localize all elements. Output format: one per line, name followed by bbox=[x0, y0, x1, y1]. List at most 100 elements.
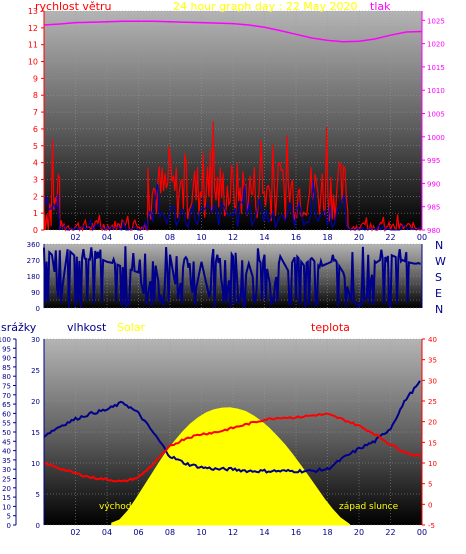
rain-axis-tick-label-7: 35 bbox=[2, 457, 11, 465]
panel1-right-tick-label-3: 995 bbox=[427, 157, 440, 165]
rain-axis-tick-label-4: 20 bbox=[2, 485, 11, 493]
rain-axis-tick-label-18: 90 bbox=[2, 355, 11, 363]
panel1-right-tick-label-7: 1015 bbox=[427, 64, 445, 72]
panel1-x-tick-label-3: 08 bbox=[165, 233, 175, 242]
panel2-marks bbox=[43, 246, 421, 309]
panel1-x-tick-label-5: 12 bbox=[228, 233, 238, 242]
panel2-left-tick-label-2: 90 bbox=[31, 289, 40, 297]
temperature-axis-tick-label-7: 30 bbox=[428, 377, 437, 385]
solar-area bbox=[111, 407, 350, 526]
rain-axis-tick-label-2: 10 bbox=[2, 503, 11, 511]
panel1-left-tick-label-3: 3 bbox=[33, 175, 38, 184]
rain-axis-tick-label-15: 75 bbox=[2, 383, 11, 391]
panel3-x-tick-label-2: 06 bbox=[133, 528, 143, 537]
rain-axis-tick-label-0: 0 bbox=[7, 522, 11, 530]
temperature-axis-tick-label-3: 10 bbox=[428, 460, 437, 468]
temperature-axis-tick-label-4: 15 bbox=[428, 439, 437, 447]
panel1-left-tick-label-10: 10 bbox=[28, 58, 38, 67]
panel1-left-tick-label-6: 6 bbox=[33, 125, 38, 134]
panel1-left-tick-label-8: 8 bbox=[33, 91, 38, 100]
temperature-axis-tick-label-0: -5 bbox=[428, 522, 435, 530]
panel1-left-tick-label-13: 13 bbox=[28, 7, 38, 16]
panel1-right-tick-label-4: 1000 bbox=[427, 134, 445, 142]
rain-axis-tick-label-5: 25 bbox=[2, 476, 11, 484]
chart-title: 24 hour graph day : 22 May 2020 bbox=[173, 0, 358, 13]
humidity-line bbox=[43, 380, 421, 474]
panel1-left-tick-label-4: 4 bbox=[33, 159, 38, 168]
panel1-marks bbox=[43, 20, 423, 233]
panel3-x-tick-label-9: 20 bbox=[354, 528, 364, 537]
panel1-x-tick-label-2: 06 bbox=[133, 233, 143, 242]
wind-gust-line bbox=[43, 180, 422, 232]
wind-direction-line bbox=[43, 246, 421, 309]
direction-label-s: S bbox=[435, 271, 442, 284]
rain-axis-tick-label-12: 60 bbox=[2, 410, 11, 418]
temperature-axis-tick-label-9: 40 bbox=[428, 336, 437, 344]
panel2-left-tick-label-6: 270 bbox=[27, 257, 40, 265]
panel1-right-tick-label-2: 990 bbox=[427, 180, 440, 188]
panel1-right-tick-label-9: 1025 bbox=[427, 17, 445, 25]
panel1-left-tick-label-0: 0 bbox=[33, 226, 38, 235]
panel1-grid bbox=[44, 10, 423, 231]
rain-axis-tick-label-8: 40 bbox=[2, 448, 11, 456]
humidity-axis-tick-label-6: 30 bbox=[31, 336, 40, 344]
panel-wind-direction: 0 90 180 270 360 N W S E N bbox=[27, 239, 446, 316]
humidity-axis-tick-label-3: 15 bbox=[31, 429, 40, 437]
pressure-line bbox=[43, 20, 423, 43]
panel1-left-tick-label-11: 11 bbox=[28, 41, 38, 50]
panel3-x-tick-label-4: 10 bbox=[196, 528, 206, 537]
panel1-left-tick-label-1: 1 bbox=[33, 209, 38, 218]
direction-label-n2: N bbox=[435, 303, 443, 316]
rain-axis-tick-label-11: 55 bbox=[2, 420, 11, 428]
humidity-axis-tick-label-0: 0 bbox=[36, 522, 40, 530]
panel2-left-tick-label-4: 180 bbox=[27, 273, 40, 281]
temperature-axis-tick-label-2: 5 bbox=[428, 481, 432, 489]
panel3-x-tick-label-6: 14 bbox=[259, 528, 269, 537]
sunrise-label: východ bbox=[99, 502, 132, 512]
rain-axis-tick-label-17: 85 bbox=[2, 364, 11, 372]
panel1-right-tick-label-5: 1005 bbox=[427, 111, 445, 119]
panel3-x-tick-label-3: 08 bbox=[165, 528, 175, 537]
panel3-axes: 0510152025303540455055606570758085909510… bbox=[0, 336, 437, 537]
panel1-left-tick-label-12: 12 bbox=[28, 24, 38, 33]
panel1-right-tick-label-1: 985 bbox=[427, 204, 440, 212]
rain-axis-tick-label-3: 15 bbox=[2, 494, 11, 502]
rain-axis-tick-label-6: 30 bbox=[2, 466, 11, 474]
panel3-x-tick-label-0: 02 bbox=[70, 528, 80, 537]
temperature-line bbox=[43, 412, 421, 483]
direction-label-e: E bbox=[435, 287, 442, 300]
panel1-axes: 0123456789101112139809859909951000100510… bbox=[28, 7, 445, 242]
rain-axis-tick-label-19: 95 bbox=[2, 345, 11, 353]
panel1-x-tick-label-11: 00 bbox=[417, 233, 427, 242]
panel1-right-tick-label-6: 1010 bbox=[427, 87, 445, 95]
pressure-label: tlak bbox=[370, 0, 391, 13]
panel2-left-tick-label-0: 0 bbox=[36, 305, 40, 313]
rain-axis-tick-label-13: 65 bbox=[2, 401, 11, 409]
panel1-left-tick-label-5: 5 bbox=[33, 142, 38, 151]
wind-speed-label: rychlost větru bbox=[35, 0, 111, 13]
temperature-label: teplota bbox=[311, 321, 350, 334]
panel1-left-tick-label-9: 9 bbox=[33, 74, 38, 83]
direction-label-n1: N bbox=[435, 239, 443, 252]
temperature-axis-tick-label-8: 35 bbox=[428, 357, 437, 365]
panel1-x-tick-label-10: 22 bbox=[385, 233, 395, 242]
direction-label-w: W bbox=[435, 255, 446, 268]
panel2-axes: 0 90 180 270 360 bbox=[27, 241, 423, 313]
panel3-x-tick-label-11: 00 bbox=[417, 528, 427, 537]
panel1-left-tick-label-2: 2 bbox=[33, 192, 38, 201]
temperature-axis-tick-label-5: 20 bbox=[428, 419, 437, 427]
panel3-x-tick-label-10: 22 bbox=[385, 528, 395, 537]
rain-axis-tick-label-14: 70 bbox=[2, 392, 11, 400]
rain-axis-tick-label-9: 45 bbox=[2, 438, 11, 446]
panel1-right-tick-label-8: 1020 bbox=[427, 41, 445, 49]
rain-axis-tick-label-20: 100 bbox=[0, 336, 11, 344]
humidity-label: vlhkost bbox=[67, 321, 107, 334]
panel3-x-tick-label-5: 12 bbox=[228, 528, 238, 537]
panel-humidity-temperature: 0510152025303540455055606570758085909510… bbox=[0, 321, 437, 537]
panel-wind-pressure: 0123456789101112139809859909951000100510… bbox=[28, 0, 445, 242]
panel1-x-tick-label-9: 20 bbox=[354, 233, 364, 242]
panel1-x-tick-label-0: 02 bbox=[70, 233, 80, 242]
panel3-marks bbox=[43, 380, 421, 526]
humidity-axis-tick-label-2: 10 bbox=[31, 460, 40, 468]
